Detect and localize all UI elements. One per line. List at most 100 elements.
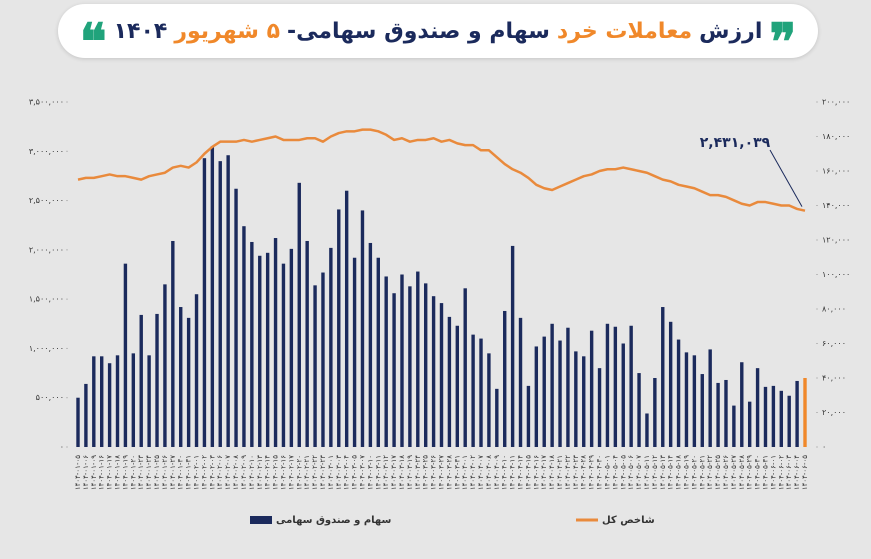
bar [510,245,515,447]
x-tick-label: ۱۴۰۴-۰۴-۱۷ [540,455,548,490]
bar [439,303,444,447]
bar [186,317,191,447]
x-tick-label: ۱۴۰۴-۰۶-۰۴ [793,455,801,490]
x-tick-label: ۱۴۰۴-۰۴-۳۰ [596,455,604,490]
bar [755,368,760,447]
x-tick-label: ۱۴۰۴-۰۴-۲۸ [580,455,588,490]
bar [645,413,649,447]
x-tick-label: ۱۴۰۴-۰۲-۰۸ [232,455,240,490]
bar [163,284,167,447]
x-tick-label: ۱۴۰۴-۰۳-۰۵ [351,455,359,490]
x-tick-label: ۱۴۰۴-۰۴-۱۰ [501,455,509,490]
x-tick-label: ۱۴۰۴-۰۴-۱۸ [548,455,556,490]
bar [526,385,531,447]
y2-tick-label: ۸۰,۰۰۰ [822,305,846,314]
x-tick-label: ۱۴۰۴-۰۳-۱۹ [406,455,414,490]
bar [676,339,681,447]
x-tick-label: ۱۴۰۴-۰۲-۰۲ [200,455,208,490]
bar [582,356,586,447]
title-box: ❞ ارزش معاملات خرد سهام و صندوق سهامی- ۵… [58,4,818,67]
bar [289,248,294,447]
x-tick-label: ۱۴۰۴-۰۳-۳۱ [453,455,461,490]
bar [321,272,325,447]
bar [431,296,436,447]
x-tick-label: ۱۴۰۴-۰۱-۰۶ [82,455,90,490]
bar [226,155,230,447]
x-tick-label: ۱۴۰۴-۰۲-۰۳ [208,455,216,490]
y-tick-label: ۰ [60,443,64,452]
y2-tick-label: ۱۸۰,۰۰۰ [822,132,850,141]
y-tick-label: ۱,۵۰۰,۰۰۰ [29,295,64,304]
bar [273,238,278,447]
x-tick-label: ۱۴۰۴-۰۳-۰۳ [335,455,343,490]
bar [313,285,317,447]
bar [392,293,396,447]
bar [629,325,633,447]
x-tick-label: ۱۴۰۴-۰۵-۲۲ [706,455,714,490]
x-tick-label: ۱۴۰۴-۰۵-۱۹ [682,455,690,490]
bar [139,314,143,447]
x-tick-label: ۱۴۰۴-۰۲-۰۱ [193,455,201,490]
bar [637,373,641,447]
bar [400,274,404,447]
bar [360,210,365,447]
x-tick-label: ۱۴۰۴-۰۵-۳۱ [761,455,769,490]
bar [732,405,736,447]
x-tick-label: ۱۴۰۴-۰۴-۰۹ [493,455,501,490]
x-tick-label: ۱۴۰۴-۰۳-۲۷ [438,455,446,490]
x-tick-label: ۱۴۰۴-۰۵-۱۲ [651,455,659,490]
legend-swatch [250,516,272,524]
quote-mark: ❞ [769,12,797,71]
title-part: ارزش [699,18,763,44]
legend-label: سهام و صندوق سهامی [276,515,392,526]
y2-tick-label: ۴۰,۰۰۰ [822,374,846,383]
bar [613,326,618,447]
bar [495,388,499,447]
x-tick-label: ۱۴۰۴-۰۳-۱۲ [382,455,390,490]
bar [566,327,570,447]
x-tick-label: ۱۴۰۴-۰۵-۱۴ [667,455,675,490]
bar [123,263,128,447]
bar [795,380,799,447]
x-tick-label: ۱۴۰۴-۰۲-۲۰ [295,455,303,490]
x-tick-label: ۱۴۰۴-۰۵-۰۱ [603,455,611,490]
bar [250,241,254,447]
y2-tick-label: ۱۰۰,۰۰۰ [822,270,850,279]
bar [352,257,357,447]
x-tick-label: ۱۴۰۴-۰۲-۲۳ [319,455,327,490]
x-tick-label: ۱۴۰۴-۰۳-۰۴ [343,455,351,490]
bar [668,321,673,447]
x-tick-label: ۱۴۰۴-۰۴-۰۱ [461,455,469,490]
bar [131,353,136,447]
bar [147,355,151,447]
annotation-arrow [769,149,803,207]
bar [740,362,744,447]
bar [76,397,80,447]
bar [708,349,712,447]
bar [281,263,286,447]
bar [155,313,159,447]
x-tick-label: ۱۴۰۴-۰۴-۰۷ [477,455,485,490]
x-tick-label: ۱۴۰۴-۰۵-۲۶ [722,455,730,490]
x-tick-label: ۱۴۰۴-۰۴-۲۹ [588,455,596,490]
x-tick-label: ۱۴۰۴-۰۴-۰۲ [469,455,477,490]
title-part: ۱۴۰۴ [113,18,168,44]
bar [416,271,420,447]
bar [684,352,689,447]
y-tick-label: ۱,۰۰۰,۰۰۰ [29,344,64,353]
x-tick-label: ۱۴۰۴-۰۱-۱۸ [114,455,122,490]
x-tick-label: ۱۴۰۴-۰۱-۲۷ [169,455,177,490]
x-tick-label: ۱۴۰۴-۰۵-۰۵ [619,455,627,490]
bar [384,276,388,447]
x-tick-label: ۱۴۰۴-۰۴-۱۶ [532,455,540,490]
bar [258,255,262,447]
x-tick-label: ۱۴۰۴-۰۴-۱۴ [517,455,525,490]
bar [447,316,452,447]
title-part: سهام و صندوق سهامی- [287,18,550,44]
x-tick-label: ۱۴۰۴-۰۵-۰۴ [611,455,619,490]
bar [337,209,341,447]
bar [700,374,704,447]
bar [84,383,88,447]
x-tick-label: ۱۴۰۴-۰۲-۲۲ [311,455,319,490]
